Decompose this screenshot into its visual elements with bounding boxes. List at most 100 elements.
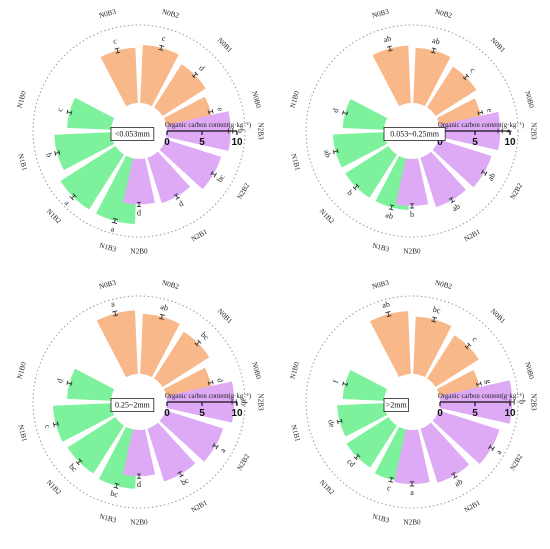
error-cap bbox=[355, 183, 360, 188]
error-cap bbox=[388, 49, 393, 52]
error-bar bbox=[67, 111, 72, 114]
category-label: N0B0 bbox=[523, 90, 535, 109]
error-cap bbox=[342, 110, 345, 115]
error-cap bbox=[70, 381, 73, 386]
size-class-box bbox=[383, 127, 446, 141]
error-cap bbox=[462, 76, 467, 81]
error-cap bbox=[481, 110, 484, 115]
sig-letter: b bbox=[346, 188, 355, 197]
error-bar bbox=[482, 171, 487, 175]
error-cap bbox=[451, 471, 456, 476]
error-bar bbox=[71, 195, 75, 199]
error-cap bbox=[158, 317, 164, 320]
category-label: N0B3 bbox=[98, 8, 117, 20]
bar-n2b1 bbox=[147, 151, 191, 204]
error-cap bbox=[207, 381, 210, 386]
error-cap bbox=[332, 149, 335, 155]
bar-n1b3 bbox=[96, 155, 138, 225]
category-label: N1B0 bbox=[289, 361, 301, 380]
error-cap bbox=[386, 315, 392, 318]
bar-n0b1 bbox=[154, 64, 206, 116]
bar-n2b1 bbox=[147, 422, 196, 482]
axis-tick-label: 10 bbox=[231, 408, 243, 419]
bar-n1b1 bbox=[337, 403, 388, 437]
error-bar bbox=[213, 444, 218, 448]
bar-n1b1 bbox=[332, 132, 388, 168]
sig-letter: ab bbox=[431, 36, 441, 47]
error-cap bbox=[70, 110, 73, 115]
sig-letter: c bbox=[386, 483, 392, 493]
bar-n1b1 bbox=[52, 403, 115, 442]
error-bar bbox=[53, 423, 58, 426]
category-label: N0B1 bbox=[489, 307, 507, 325]
error-bar bbox=[433, 317, 436, 322]
chart-panel-1: eN0B0dN0B1cN0B2cN0B3cN1B0bN1B1aN1B2aN1B3… bbox=[16, 8, 265, 256]
bar-n0b2 bbox=[140, 44, 179, 107]
bar-n0b3 bbox=[372, 45, 411, 107]
error-cap bbox=[431, 320, 436, 323]
sig-letter: ab bbox=[160, 302, 170, 313]
category-label: N0B2 bbox=[161, 279, 180, 291]
error-cap bbox=[113, 314, 119, 317]
bar-n1b0 bbox=[66, 368, 115, 401]
error-bar bbox=[179, 472, 183, 477]
sig-letter: c bbox=[161, 34, 167, 44]
error-cap bbox=[479, 381, 482, 386]
bar-n0b3 bbox=[96, 310, 138, 378]
error-cap bbox=[211, 442, 216, 448]
error-bar bbox=[464, 75, 468, 79]
sig-letter: a bbox=[494, 448, 504, 456]
error-cap bbox=[66, 380, 69, 385]
error-cap bbox=[213, 172, 217, 178]
error-cap bbox=[431, 47, 437, 50]
error-bar bbox=[466, 344, 470, 348]
axis-tick-label: 5 bbox=[472, 137, 478, 148]
error-cap bbox=[448, 196, 453, 200]
axis-tick-label: 0 bbox=[437, 408, 443, 419]
sig-letter: d bbox=[55, 378, 65, 384]
category-label: N1B1 bbox=[289, 153, 301, 172]
bar-n2b1 bbox=[420, 151, 466, 208]
error-cap bbox=[215, 444, 219, 450]
category-label: N0B3 bbox=[371, 279, 390, 291]
category-label: N1B2 bbox=[318, 207, 336, 225]
outer-ring bbox=[32, 295, 246, 509]
error-bar bbox=[337, 420, 342, 423]
error-cap bbox=[432, 316, 438, 319]
error-bar bbox=[208, 381, 213, 384]
category-label: N1B2 bbox=[45, 207, 63, 225]
error-cap bbox=[336, 148, 339, 154]
sig-letter: ab bbox=[239, 398, 248, 406]
error-bar bbox=[388, 46, 391, 51]
bar-n2b0 bbox=[123, 158, 155, 205]
category-label: N1B0 bbox=[16, 90, 28, 109]
error-cap bbox=[340, 418, 343, 423]
error-cap bbox=[464, 345, 469, 350]
bar-n2b0 bbox=[395, 158, 429, 206]
error-cap bbox=[453, 475, 458, 479]
error-bar bbox=[333, 150, 338, 153]
category-label: N1B0 bbox=[289, 90, 301, 109]
category-label: N1B3 bbox=[98, 512, 117, 524]
category-label: N0B3 bbox=[371, 8, 390, 20]
bar-n2b2 bbox=[159, 139, 222, 190]
error-bar bbox=[196, 341, 200, 345]
category-label: N2B0 bbox=[403, 248, 421, 256]
error-bar bbox=[193, 73, 197, 77]
category-label: N2B1 bbox=[463, 499, 482, 515]
category-label: N2B3 bbox=[256, 393, 264, 411]
error-bar bbox=[387, 311, 390, 317]
bar-n2b1 bbox=[420, 422, 470, 483]
error-bar bbox=[390, 477, 393, 482]
bar-n0b3 bbox=[369, 311, 411, 378]
error-cap bbox=[356, 453, 361, 458]
error-cap bbox=[484, 171, 488, 176]
error-cap bbox=[346, 382, 349, 387]
error-bar bbox=[478, 111, 483, 114]
error-bar bbox=[116, 48, 119, 53]
sig-letter: ab bbox=[383, 34, 393, 45]
error-bar bbox=[476, 383, 482, 386]
error-cap bbox=[114, 47, 120, 50]
sig-letter: c bbox=[470, 335, 479, 344]
error-cap bbox=[430, 51, 436, 54]
